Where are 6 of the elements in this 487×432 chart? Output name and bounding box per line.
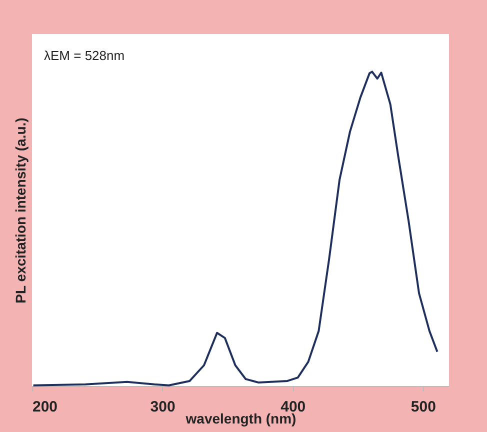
text: λEM = 528nm bbox=[44, 48, 125, 63]
x-axis-title: wavelength (nm) bbox=[184, 410, 296, 426]
x-tick-label: 200 bbox=[32, 398, 58, 416]
y-axis-title: PL excitation intensity (a.u.) bbox=[12, 118, 28, 304]
x-tick-label: 500 bbox=[410, 398, 436, 416]
x-tick-label: 300 bbox=[150, 398, 176, 416]
